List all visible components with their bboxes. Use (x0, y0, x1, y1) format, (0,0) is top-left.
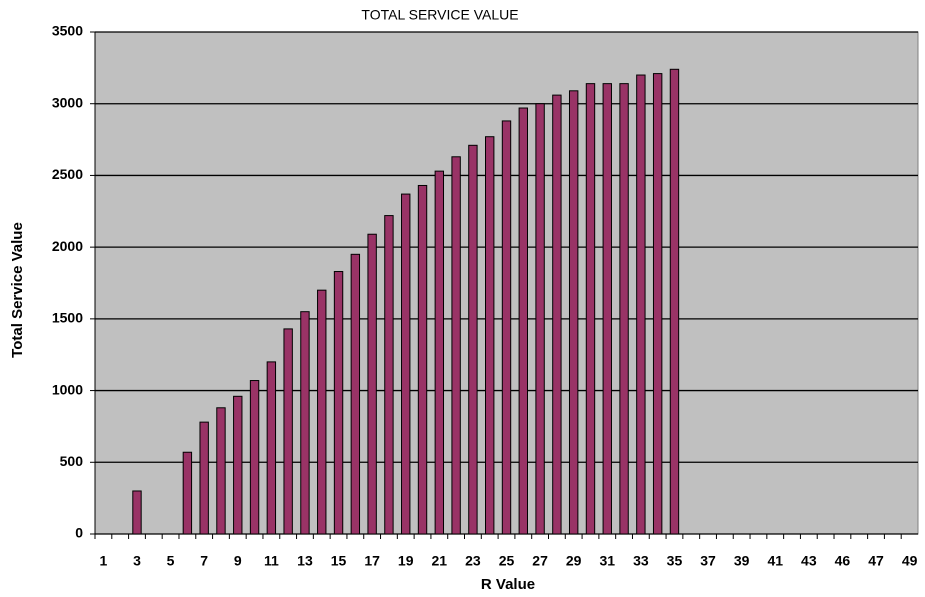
x-tick-label: 3 (133, 553, 141, 569)
x-tick-label: 15 (331, 553, 347, 569)
bar (384, 215, 394, 535)
x-tick-label: 7 (200, 553, 208, 569)
bar (552, 94, 562, 535)
bar (283, 328, 293, 535)
bar (216, 407, 226, 535)
y-tick-label: 1500 (52, 310, 83, 326)
x-tick-label: 25 (499, 553, 515, 569)
x-tick-label: 41 (767, 553, 783, 569)
y-tick-label: 2000 (52, 238, 83, 254)
bar (652, 73, 663, 535)
bar (451, 156, 461, 535)
bar (199, 421, 209, 535)
x-tick-label: 17 (364, 553, 380, 569)
x-tick-label: 46 (835, 553, 851, 569)
bar (350, 253, 361, 535)
y-axis-label: Total Service Value (9, 222, 26, 358)
x-tick-label: 23 (465, 553, 481, 569)
x-tick-label: 49 (902, 553, 918, 569)
x-tick-label: 35 (667, 553, 683, 569)
x-tick-label: 29 (566, 553, 582, 569)
y-tick-label: 500 (60, 453, 84, 469)
x-tick-label: 43 (801, 553, 817, 569)
bar (585, 83, 596, 535)
bar (417, 184, 428, 535)
bar (568, 90, 579, 535)
x-tick-label: 11 (264, 553, 279, 569)
x-tick-label: 1 (99, 553, 107, 569)
x-tick-label: 31 (599, 553, 615, 569)
y-tick-label: 3000 (52, 94, 83, 110)
bar (266, 361, 277, 535)
bar (367, 233, 377, 535)
x-tick-label: 21 (432, 553, 448, 569)
bar (249, 380, 260, 535)
y-tick-label: 2500 (52, 166, 83, 182)
bar (317, 289, 327, 535)
bar (636, 74, 646, 535)
x-tick-label: 19 (398, 553, 414, 569)
bar (233, 395, 243, 535)
y-tick-label: 0 (75, 525, 83, 541)
bar (333, 271, 344, 535)
x-tick-label: 33 (633, 553, 649, 569)
x-tick-label: 47 (868, 553, 884, 569)
bar (602, 83, 612, 535)
bar (434, 170, 445, 535)
x-tick-label: 13 (297, 553, 313, 569)
bar (535, 103, 545, 535)
x-tick-label: 37 (700, 553, 716, 569)
y-tick-label: 3500 (52, 23, 83, 39)
y-tick-label: 1000 (52, 381, 83, 397)
chart-title: TOTAL SERVICE VALUE (361, 7, 518, 23)
x-tick-label: 5 (167, 553, 175, 569)
bar (485, 136, 495, 535)
bar (619, 83, 629, 535)
bar (669, 68, 680, 535)
bar (518, 107, 528, 535)
x-axis-label: R Value (481, 576, 535, 593)
bar (132, 490, 142, 535)
bar (501, 120, 512, 535)
bar (468, 144, 478, 535)
x-tick-label: 27 (532, 553, 548, 569)
x-tick-label: 9 (234, 553, 242, 569)
bar (401, 193, 411, 535)
x-tick-label: 39 (734, 553, 750, 569)
bar (182, 451, 193, 535)
bar (300, 311, 310, 535)
